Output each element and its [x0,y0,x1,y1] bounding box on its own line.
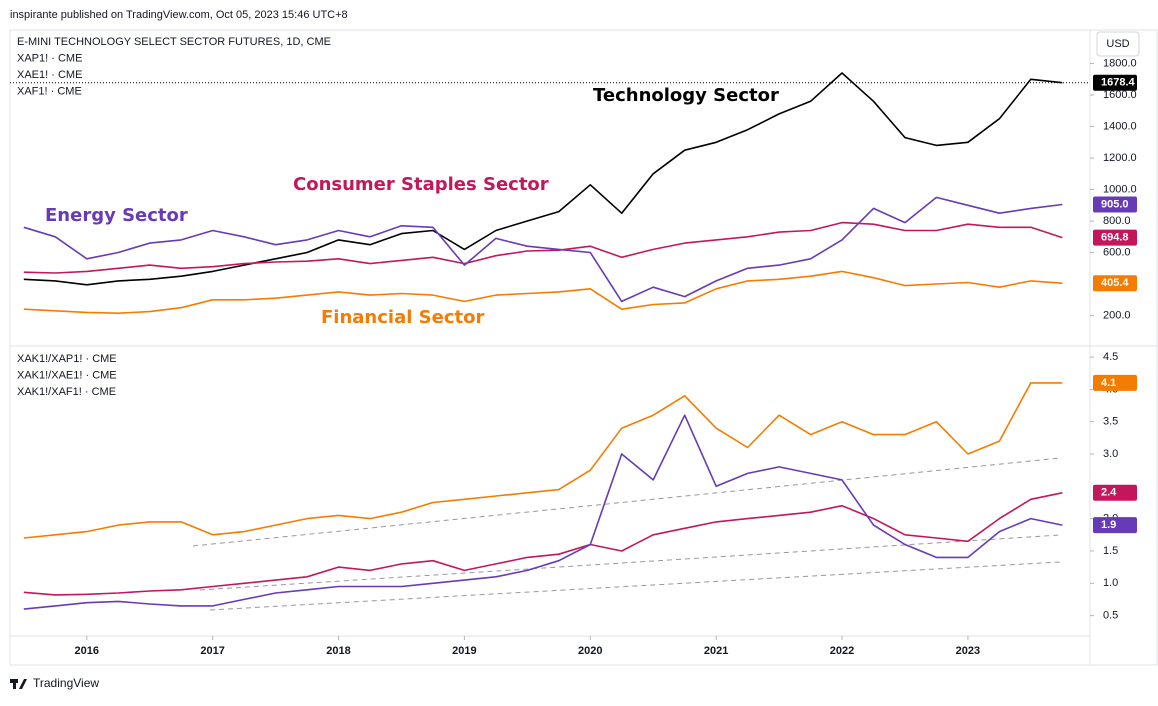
trend-line [209,561,1061,611]
price-tag [1093,74,1137,91]
annotation: Energy Sector [45,205,188,226]
y-tick-label: 3.5 [1103,416,1118,428]
series-line [23,196,1063,303]
series-line [23,382,1063,539]
y-tick-label: 1800.0 [1103,57,1137,69]
x-tick-label: 2023 [956,645,980,657]
price-tag-label: 1.9 [1101,519,1116,531]
price-tag [1093,374,1137,391]
legend-entry: XAP1! · CME [17,52,82,64]
x-tick-label: 2018 [326,645,350,657]
y-tick-label: 1.5 [1103,545,1118,557]
footer-brand: TradingView [33,676,99,690]
footer-logo [10,679,27,689]
y-tick-label: 600.0 [1103,246,1131,258]
legend-entry: XAK1!/XAP1! · CME [17,353,117,365]
price-tag-label: 1678.4 [1101,77,1136,89]
legend-entry: XAE1! · CME [17,69,82,81]
series-line [23,414,1063,610]
price-tag-label: 2.4 [1101,487,1117,499]
annotation: Financial Sector [321,307,484,328]
legend-entry: XAF1! · CME [17,85,82,97]
price-tag [1093,484,1137,501]
series-line [23,270,1063,314]
price-tag [1093,229,1137,246]
x-tick-label: 2021 [704,645,728,657]
y-tick-label: 1600.0 [1103,89,1137,101]
y-tick-label: 1400.0 [1103,120,1137,132]
published-note: inspirante published on TradingView.com,… [10,9,348,21]
y-tick-label: 1200.0 [1103,152,1137,164]
chart-frame [9,29,1158,666]
x-tick-label: 2022 [830,645,854,657]
price-tag [1093,275,1137,292]
annotation: Consumer Staples Sector [293,174,549,195]
price-tag-label: 4.1 [1101,377,1116,389]
currency-label: USD [1106,38,1129,50]
y-tick-label: 1000.0 [1103,183,1137,195]
y-tick-label: 200.0 [1103,309,1131,321]
annotation: Technology Sector [593,85,779,106]
y-tick-label: 0.5 [1103,610,1118,622]
legend-entry: E-MINI TECHNOLOGY SELECT SECTOR FUTURES,… [17,36,331,48]
price-tag-label: 694.8 [1101,232,1129,244]
trend-line [192,457,1061,547]
trend-line [199,534,1061,591]
series-line [23,72,1063,286]
x-tick-label: 2017 [200,645,224,657]
x-tick-label: 2016 [75,645,99,657]
legend-entry: XAK1!/XAE1! · CME [17,369,117,381]
y-tick-label: 4.5 [1103,351,1118,363]
legend-entry: XAK1!/XAF1! · CME [17,386,116,398]
x-tick-label: 2020 [578,645,602,657]
x-tick-label: 2019 [452,645,476,657]
y-tick-label: 1.0 [1103,577,1118,589]
price-tag-label: 905.0 [1101,198,1129,210]
y-tick-label: 3.0 [1103,448,1118,460]
price-tag-label: 405.4 [1101,277,1129,289]
series-line [23,492,1063,596]
price-tag [1093,196,1137,213]
price-tag [1093,517,1137,534]
series-line [23,221,1063,274]
y-tick-label: 800.0 [1103,215,1131,227]
currency-button[interactable] [1096,31,1140,57]
